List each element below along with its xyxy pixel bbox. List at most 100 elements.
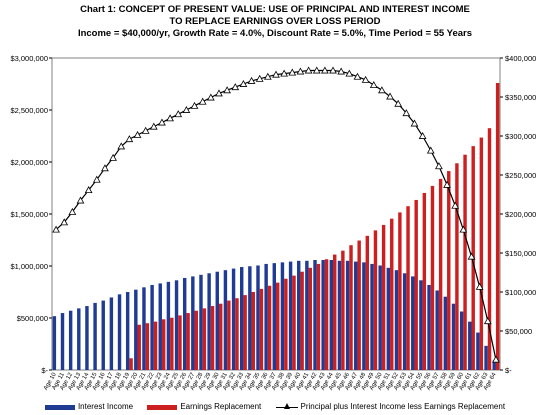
right-axis-tick-label: $100,000 — [505, 288, 536, 297]
bar-earnings-replacement — [406, 206, 410, 370]
left-axis-tick-label: $500,000 — [17, 314, 48, 323]
bar-earnings-replacement — [202, 308, 207, 370]
line-point-marker — [296, 67, 305, 75]
bar-interest-income — [150, 284, 154, 370]
line-point-marker — [475, 282, 484, 290]
line-point-marker — [312, 66, 321, 74]
bar-interest-income — [280, 262, 285, 370]
chart-title: Chart 1: CONCEPT OF PRESENT VALUE: USE O… — [80, 4, 470, 15]
chart-title-block: Chart 1: CONCEPT OF PRESENT VALUE: USE O… — [0, 4, 550, 40]
bar-interest-income — [158, 283, 162, 370]
legend-label-principal-line: Principal plus Interest Income less Earn… — [300, 402, 506, 412]
line-point-marker — [451, 201, 460, 209]
line-point-marker — [60, 218, 69, 226]
right-axis-tick-label: $200,000 — [505, 210, 536, 219]
line-point-marker — [101, 164, 109, 172]
line-point-marker — [329, 66, 337, 74]
bar-earnings-replacement — [324, 259, 329, 370]
right-axis-tick-label: $250,000 — [505, 171, 536, 180]
line-point-marker — [320, 66, 329, 74]
line-point-marker — [190, 101, 199, 109]
bar-interest-income — [231, 268, 236, 370]
bar-earnings-replacement — [145, 323, 150, 370]
bar-earnings-replacement — [210, 306, 215, 370]
legend-item-interest-income: Interest Income — [44, 402, 134, 412]
bar-earnings-replacement — [414, 199, 418, 370]
line-point-marker — [76, 196, 85, 204]
bar-earnings-replacement — [276, 282, 280, 370]
bar-interest-income — [52, 316, 57, 370]
legend-swatch-interest-income — [44, 404, 75, 410]
line-point-marker — [68, 207, 77, 215]
bar-earnings-replacement — [316, 263, 321, 370]
line-point-marker — [84, 186, 93, 194]
legend-line-triangle-icon — [275, 403, 298, 411]
right-axis-tick-label: $50,000 — [505, 327, 532, 336]
bar-earnings-replacement — [284, 278, 288, 370]
bar-interest-income — [468, 321, 472, 370]
line-point-marker — [109, 153, 117, 161]
bar-interest-income — [492, 360, 496, 370]
bar-interest-income — [85, 306, 89, 370]
bar-interest-income — [182, 277, 187, 370]
bar-interest-income — [101, 300, 105, 370]
line-point-marker — [223, 86, 232, 94]
line-point-marker — [215, 89, 223, 97]
line-point-marker — [369, 81, 378, 88]
line-point-marker — [133, 130, 142, 138]
line-point-marker — [263, 72, 272, 80]
bar-interest-income — [354, 261, 358, 370]
legend-label-interest-income: Interest Income — [77, 402, 134, 412]
bar-interest-income — [411, 276, 415, 370]
bar-earnings-replacement — [373, 230, 378, 370]
chart-canvas: $- $500,000 $1,000,000 $1,500,000 $2,000,000… — [10, 54, 536, 391]
bar-interest-income — [459, 311, 464, 370]
legend: Interest Income Earnings Replacement Pri… — [0, 402, 550, 411]
bar-interest-income — [427, 284, 431, 370]
line-point-marker — [272, 70, 280, 78]
bar-earnings-replacement — [422, 192, 427, 370]
bar-earnings-replacement — [349, 245, 353, 370]
bar-interest-income — [239, 267, 244, 370]
bar-earnings-replacement — [447, 171, 451, 370]
line-point-marker — [158, 118, 166, 126]
line-point-marker — [345, 69, 354, 77]
bar-earnings-replacement — [341, 250, 345, 370]
bar-earnings-replacement — [267, 285, 272, 370]
bar-interest-income — [60, 313, 65, 370]
bar-earnings-replacement — [365, 235, 370, 370]
bar-earnings-replacement — [495, 82, 500, 371]
line-point-marker — [166, 114, 174, 122]
bar-interest-income — [215, 271, 219, 370]
line-point-marker — [288, 68, 297, 76]
bar-interest-income — [443, 296, 448, 370]
bar-interest-income — [484, 345, 488, 370]
bar-earnings-replacement — [137, 324, 141, 370]
line-point-marker — [280, 69, 289, 77]
bar-interest-income — [174, 280, 179, 370]
line-point-marker — [174, 110, 183, 118]
bar-earnings-replacement — [438, 178, 443, 370]
line-point-marker — [386, 92, 394, 100]
line-point-marker — [182, 105, 191, 113]
line-point-marker — [52, 225, 60, 233]
left-axis-tick-label: $2,000,000 — [10, 158, 48, 167]
left-axis-tick-label: $3,000,000 — [10, 54, 48, 63]
line-point-marker — [492, 355, 500, 363]
line-point-marker — [141, 126, 150, 134]
bar-interest-income — [142, 287, 146, 370]
bar-earnings-replacement — [178, 315, 182, 370]
bar-earnings-replacement — [300, 271, 304, 370]
bar-interest-income — [288, 261, 293, 370]
bar-interest-income — [321, 260, 325, 370]
bar-interest-income — [394, 270, 399, 370]
line-point-marker — [337, 67, 346, 75]
line-point-marker — [426, 146, 435, 154]
bar-earnings-replacement — [357, 240, 361, 370]
bar-earnings-replacement — [251, 292, 255, 370]
line-point-marker — [361, 75, 370, 83]
bar-interest-income — [207, 273, 211, 370]
bar-interest-income — [77, 308, 81, 370]
legend-label-earnings-replacement: Earnings Replacement — [180, 402, 262, 412]
bar-earnings-replacement — [227, 300, 231, 370]
